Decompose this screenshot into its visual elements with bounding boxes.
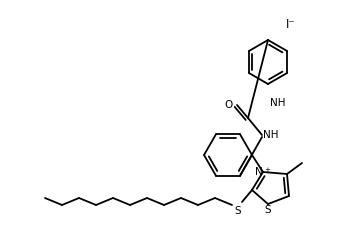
Text: NH: NH <box>270 98 285 108</box>
Text: NH: NH <box>263 130 279 140</box>
Text: I⁻: I⁻ <box>286 18 296 31</box>
Text: N: N <box>255 167 263 177</box>
Text: S: S <box>235 206 241 216</box>
Text: +: + <box>264 167 270 173</box>
Text: S: S <box>265 205 271 215</box>
Text: O: O <box>225 100 233 110</box>
